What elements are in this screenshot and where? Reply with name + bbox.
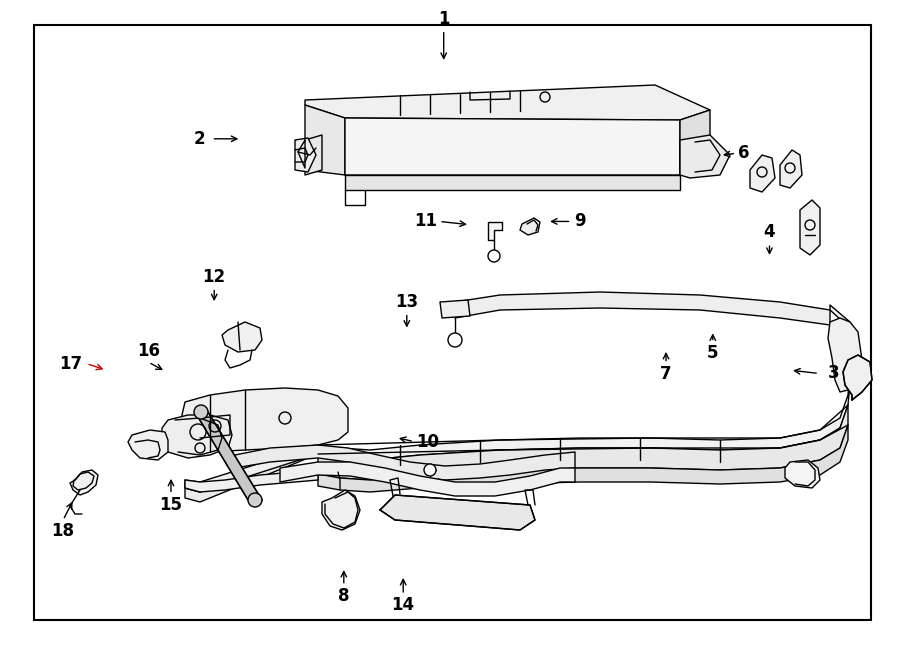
- Polygon shape: [305, 85, 710, 120]
- Text: 13: 13: [395, 293, 419, 311]
- Text: 8: 8: [338, 587, 349, 605]
- Text: 14: 14: [392, 596, 415, 614]
- Polygon shape: [70, 470, 98, 495]
- Text: 16: 16: [137, 342, 160, 360]
- Polygon shape: [305, 135, 322, 175]
- Text: 17: 17: [59, 354, 83, 373]
- Polygon shape: [162, 415, 232, 458]
- Polygon shape: [195, 412, 262, 500]
- Polygon shape: [345, 118, 680, 175]
- Text: 1: 1: [438, 11, 449, 28]
- Polygon shape: [185, 445, 318, 502]
- Text: 6: 6: [738, 144, 750, 163]
- Text: 7: 7: [661, 365, 671, 383]
- Polygon shape: [380, 495, 535, 530]
- Circle shape: [194, 405, 208, 419]
- Polygon shape: [222, 322, 262, 352]
- Text: 11: 11: [414, 212, 437, 231]
- Text: 12: 12: [202, 268, 226, 286]
- Polygon shape: [185, 445, 318, 492]
- Polygon shape: [182, 388, 348, 455]
- Polygon shape: [345, 175, 680, 190]
- Polygon shape: [318, 405, 848, 480]
- Polygon shape: [843, 355, 872, 400]
- Polygon shape: [235, 445, 575, 480]
- Polygon shape: [280, 462, 575, 496]
- Text: 18: 18: [51, 522, 75, 540]
- Text: 5: 5: [707, 344, 718, 362]
- Polygon shape: [318, 425, 848, 492]
- Polygon shape: [455, 292, 830, 325]
- Polygon shape: [318, 305, 852, 460]
- Text: 10: 10: [416, 432, 439, 451]
- Circle shape: [448, 333, 462, 347]
- Polygon shape: [785, 460, 820, 488]
- Polygon shape: [828, 318, 862, 392]
- Polygon shape: [185, 470, 318, 492]
- Text: 3: 3: [828, 364, 840, 383]
- Polygon shape: [305, 105, 345, 175]
- Text: 2: 2: [194, 130, 205, 148]
- Polygon shape: [295, 138, 316, 172]
- Text: 15: 15: [159, 496, 183, 514]
- Polygon shape: [520, 218, 540, 235]
- Polygon shape: [488, 222, 502, 240]
- Polygon shape: [128, 430, 168, 460]
- Polygon shape: [680, 110, 710, 175]
- Polygon shape: [800, 200, 820, 255]
- Polygon shape: [322, 490, 360, 530]
- Polygon shape: [750, 155, 775, 192]
- Circle shape: [248, 493, 262, 507]
- Text: 9: 9: [574, 212, 586, 231]
- Circle shape: [488, 250, 500, 262]
- Circle shape: [424, 464, 436, 476]
- Polygon shape: [680, 135, 730, 178]
- Polygon shape: [780, 150, 802, 188]
- Text: 4: 4: [764, 223, 775, 241]
- Polygon shape: [440, 300, 470, 318]
